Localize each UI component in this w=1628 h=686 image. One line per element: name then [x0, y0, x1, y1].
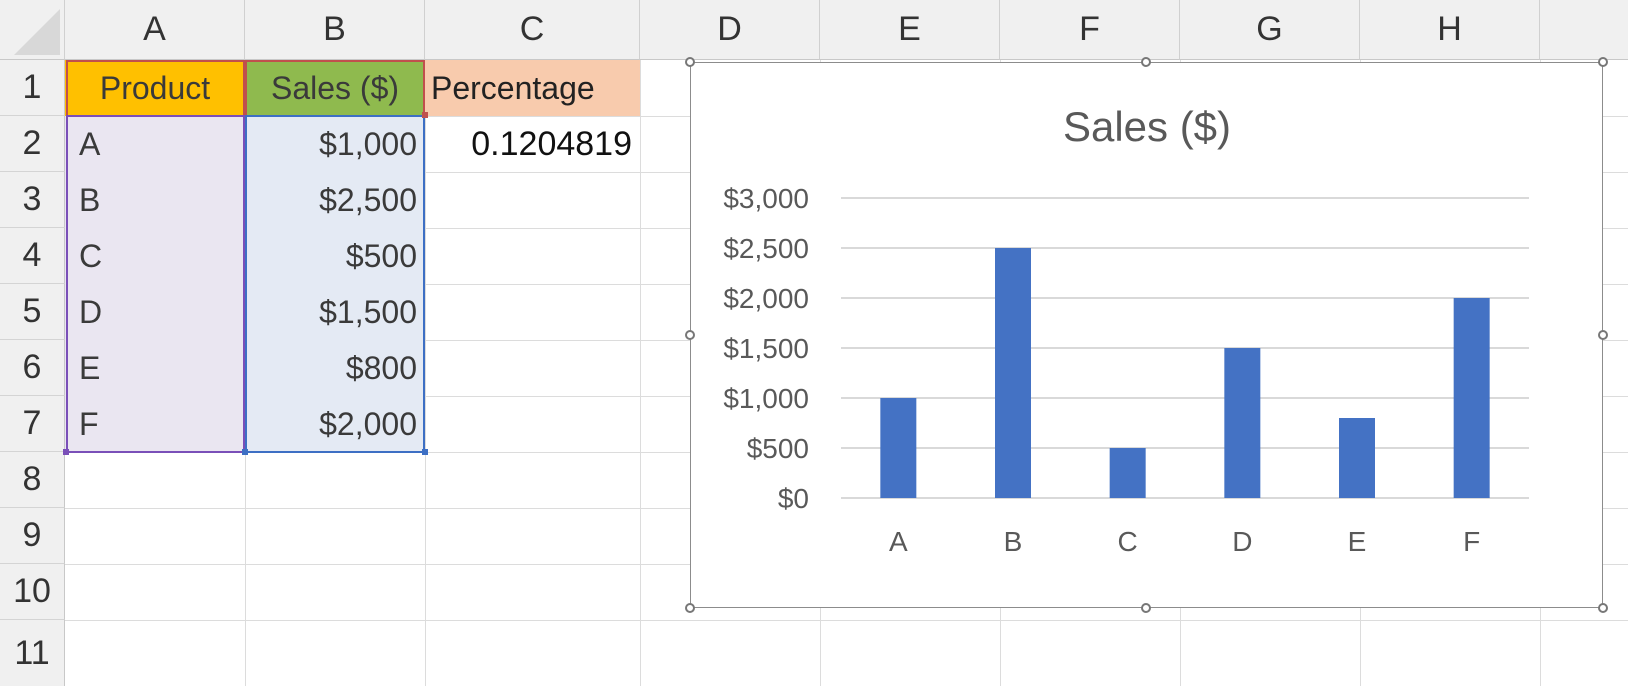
x-axis-tick-label: E: [1348, 526, 1367, 557]
column-header-a[interactable]: A: [65, 0, 245, 60]
select-all-button[interactable]: [0, 0, 65, 60]
chart-bar-b[interactable]: [995, 248, 1031, 498]
cell-a4[interactable]: C: [65, 228, 245, 284]
row-header-8[interactable]: 8: [0, 452, 65, 508]
cell-a2[interactable]: A: [65, 116, 245, 172]
row-header-10[interactable]: 10: [0, 564, 65, 620]
chart-resize-handle[interactable]: [1598, 603, 1608, 613]
bar-chart: Sales ($) $0 $500 $1,000 $1,500 $2,000 $2,500…: [723, 103, 1529, 557]
chart-resize-handle[interactable]: [1598, 330, 1608, 340]
row-header-2[interactable]: 2: [0, 116, 65, 172]
row-header-7[interactable]: 7: [0, 396, 65, 452]
chart-bar-f[interactable]: [1453, 298, 1490, 498]
column-header-b[interactable]: B: [245, 0, 425, 60]
chart-resize-handle[interactable]: [1141, 57, 1151, 67]
y-axis-tick-label: $2,500: [723, 233, 809, 264]
range-handle[interactable]: [422, 112, 428, 118]
gridline: [65, 620, 1628, 621]
chart-resize-handle[interactable]: [685, 603, 695, 613]
chart-object[interactable]: Sales ($) $0 $500 $1,000 $1,500 $2,000 $2,500…: [690, 62, 1603, 608]
cell-c2-percentage-value[interactable]: 0.1204819: [471, 124, 632, 163]
y-axis-tick-label: $2,000: [723, 283, 809, 314]
gridline: [640, 60, 641, 686]
row-header-1[interactable]: 1: [0, 60, 65, 116]
cell-c1-percentage-header[interactable]: Percentage: [425, 60, 640, 116]
column-header-f[interactable]: F: [1000, 0, 1180, 60]
chart-resize-handle[interactable]: [685, 57, 695, 67]
cell-a3[interactable]: B: [65, 172, 245, 228]
cell-a7[interactable]: F: [65, 396, 245, 452]
cell-a5[interactable]: D: [65, 284, 245, 340]
cell-b7[interactable]: $2,000: [245, 396, 425, 452]
x-axis-tick-label: C: [1118, 526, 1138, 557]
cell-a6[interactable]: E: [65, 340, 245, 396]
cell-b1-sales-header[interactable]: Sales ($): [245, 60, 425, 116]
y-axis-tick-label: $1,500: [723, 333, 809, 364]
column-header-c[interactable]: C: [425, 0, 640, 60]
y-axis-tick-label: $1,000: [723, 383, 809, 414]
column-header-i[interactable]: [1540, 0, 1628, 60]
cell-b3[interactable]: $2,500: [245, 172, 425, 228]
chart-bar-d[interactable]: [1224, 348, 1261, 498]
row-header-5[interactable]: 5: [0, 284, 65, 340]
column-header-d[interactable]: D: [640, 0, 820, 60]
select-all-triangle-icon: [14, 9, 60, 55]
chart-resize-handle[interactable]: [685, 330, 695, 340]
row-header-11[interactable]: 11: [0, 620, 65, 686]
cell-b2[interactable]: $1,000: [245, 116, 425, 172]
range-handle[interactable]: [242, 449, 248, 455]
x-axis-tick-label: F: [1463, 526, 1480, 557]
row-header-4[interactable]: 4: [0, 228, 65, 284]
y-axis-tick-label: $3,000: [723, 183, 809, 214]
row-header-9[interactable]: 9: [0, 508, 65, 564]
x-axis-tick-label: B: [1004, 526, 1023, 557]
cell-b6[interactable]: $800: [245, 340, 425, 396]
chart-resize-handle[interactable]: [1598, 57, 1608, 67]
y-axis-tick-label: $500: [747, 433, 809, 464]
cell-a1-product-header[interactable]: Product: [65, 60, 245, 116]
column-header-h[interactable]: H: [1360, 0, 1540, 60]
gridline: [425, 60, 426, 686]
y-axis-tick-label: $0: [778, 483, 809, 514]
range-handle[interactable]: [422, 449, 428, 455]
chart-bar-e[interactable]: [1339, 418, 1375, 498]
column-header-g[interactable]: G: [1180, 0, 1360, 60]
chart-title: Sales ($): [1063, 103, 1231, 150]
row-header-6[interactable]: 6: [0, 340, 65, 396]
chart-bar-c[interactable]: [1109, 448, 1146, 498]
column-header-e[interactable]: E: [820, 0, 1000, 60]
cell-b4[interactable]: $500: [245, 228, 425, 284]
range-handle[interactable]: [63, 449, 69, 455]
x-axis-tick-label: A: [889, 526, 908, 557]
row-header-3[interactable]: 3: [0, 172, 65, 228]
x-axis-tick-label: D: [1232, 526, 1252, 557]
chart-bar-a[interactable]: [880, 398, 917, 498]
chart-resize-handle[interactable]: [1141, 603, 1151, 613]
cell-b5[interactable]: $1,500: [245, 284, 425, 340]
